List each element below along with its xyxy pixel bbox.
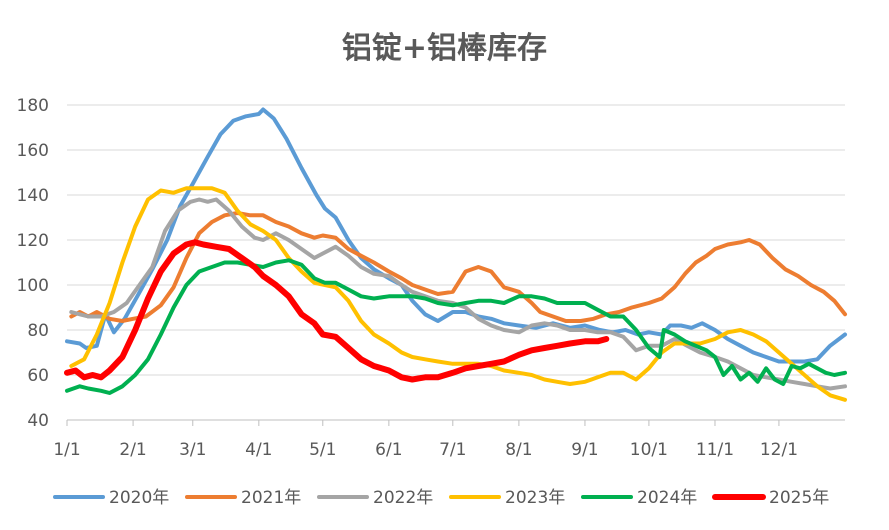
x-tick-label: 6/1: [375, 440, 402, 460]
series-line-2024年: [65, 258, 847, 395]
x-tick-label: 2/1: [119, 440, 146, 460]
x-tick-label: 4/1: [245, 440, 272, 460]
y-tick-label: 60: [27, 366, 49, 386]
x-tick-label: 11/1: [696, 440, 734, 460]
y-tick-label: 140: [17, 186, 49, 206]
y-axis-ticks: 40 60 80 100 120 140 160 180: [17, 96, 49, 431]
series-lines: [64, 107, 847, 402]
legend-label: 2022年: [373, 488, 433, 508]
x-tick-label: 3/1: [179, 440, 206, 460]
legend-label: 2023年: [505, 488, 565, 508]
x-tick-label: 12/1: [760, 440, 798, 460]
x-tick-label: 9/1: [571, 440, 598, 460]
x-axis-ticks: 1/1 2/1 3/1 4/1 5/1 6/1 7/1 8/1 9/1 10/1 11/1 12/1: [53, 420, 798, 460]
x-tick-label: 1/1: [53, 440, 80, 460]
x-tick-label: 10/1: [630, 440, 668, 460]
legend-label: 2021年: [241, 488, 301, 508]
chart-title: 铝锭+铝棒库存: [342, 31, 547, 66]
x-tick-label: 5/1: [309, 440, 336, 460]
legend: 2020年 2021年 2022年 2023年 2024年 2025年: [53, 488, 829, 508]
y-tick-label: 120: [17, 231, 49, 251]
legend-label: 2025年: [769, 488, 829, 508]
series-line-2022年: [69, 197, 847, 391]
legend-label: 2020年: [109, 488, 169, 508]
series-line-2023年: [69, 186, 847, 402]
y-tick-label: 80: [27, 321, 49, 341]
x-tick-label: 7/1: [439, 440, 466, 460]
series-line-2020年: [65, 107, 847, 364]
series-line-2025年: [64, 239, 610, 383]
y-tick-label: 160: [17, 141, 49, 161]
y-tick-label: 40: [27, 411, 49, 431]
y-tick-label: 180: [17, 96, 49, 116]
x-tick-label: 8/1: [505, 440, 532, 460]
legend-label: 2024年: [637, 488, 697, 508]
y-tick-label: 100: [17, 276, 49, 296]
